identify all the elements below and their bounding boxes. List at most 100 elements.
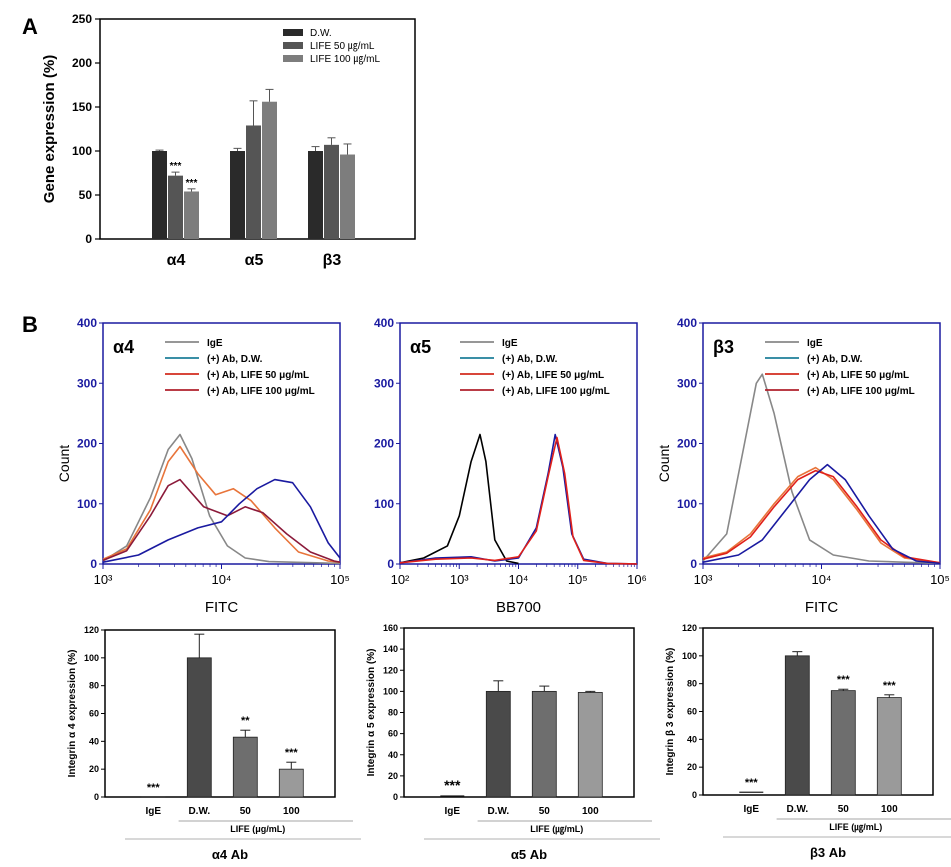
int_a5-y-tick-label: 120 <box>383 665 398 675</box>
flow_a5-x-axis-label: BB700 <box>496 599 541 616</box>
flow_a5-x-tick-label: 10⁶ <box>627 572 647 587</box>
flow_a5-legend-label: (+) Ab, LIFE 50 μg/mL <box>502 370 604 381</box>
int_b3-bar <box>876 697 902 796</box>
int_b3-y-tick-label: 20 <box>687 762 697 772</box>
int_b3-bar <box>830 690 856 796</box>
gene-y-tick-label: 250 <box>72 12 92 26</box>
gene-bar <box>246 125 261 239</box>
int_b3-category-label: D.W. <box>786 804 808 815</box>
int_a5-group-label: LIFE (㎍/mL) <box>530 824 583 835</box>
flow_a5-legend-label: IgE <box>502 338 518 349</box>
gene-bar <box>230 151 245 239</box>
int_a4-bar <box>186 657 212 798</box>
int_a5-y-tick-label: 80 <box>388 708 398 718</box>
flow_a4-x-tick-label: 10⁴ <box>211 572 231 587</box>
int_b3-y-tick-label: 40 <box>687 734 697 744</box>
flow_a5-x-tick-label: 10² <box>391 572 410 587</box>
int_a4-ab-label: α4 Ab <box>212 847 248 862</box>
flow_a4-y-tick-label: 400 <box>77 316 97 330</box>
flow_b3-legend-label: IgE <box>807 338 823 349</box>
int_a4-y-axis-label: Integrin α 4 expression (%) <box>67 650 78 778</box>
gene-y-axis-label: Gene expression (%) <box>41 55 58 203</box>
flow_b3-y-tick-label: 100 <box>677 497 697 511</box>
int_a4-significance: *** <box>147 782 161 794</box>
gene-legend-label: LIFE 50 ㎍/mL <box>310 41 375 52</box>
flow_b3-chart: 0 100 200 300 400 10³ 10⁴ 10⁵ FITC Count β3 IgE (+) … <box>656 316 950 616</box>
gene-bar <box>324 144 339 239</box>
gene-y-tick-label: 0 <box>85 232 92 246</box>
flow_a4-x-axis-label: FITC <box>205 599 238 616</box>
int_a4-y-tick-label: 20 <box>89 764 99 774</box>
flow_b3-legend-label: (+) Ab, LIFE 50 μg/mL <box>807 370 909 381</box>
flow_a4-chart: 0 100 200 300 400 10³ 10⁴ 10⁵ FITC Count α4 IgE (+) … <box>56 316 350 616</box>
gene-bar <box>340 154 355 239</box>
int_a4-significance: ** <box>241 715 250 727</box>
int_b3-y-tick-label: 80 <box>687 679 697 689</box>
int_a5-bar <box>485 690 511 798</box>
int_a4-y-tick-label: 60 <box>89 709 99 719</box>
int_a5-y-tick-label: 140 <box>383 644 398 654</box>
gene-bar <box>152 151 167 239</box>
flow_a5-y-tick-label: 400 <box>374 316 394 330</box>
flow_a4-y-axis-label: Count <box>56 445 72 482</box>
gene-category-label: β3 <box>323 252 342 269</box>
flow_b3-y-tick-label: 0 <box>690 557 697 571</box>
gene-y-tick-label: 150 <box>72 100 92 114</box>
flow_a5-x-tick-label: 10³ <box>450 572 469 587</box>
flow_b3-legend-label: (+) Ab, D.W. <box>807 354 863 365</box>
int_a4-chart: 0 20 40 60 80 100 120 Integrin α 4 expression (… <box>67 625 361 862</box>
flow_a5-histogram-line <box>399 436 638 565</box>
gene-bar <box>184 191 199 239</box>
int_a5-bar <box>531 690 557 798</box>
flow_a4-histogram-line <box>102 433 341 565</box>
gene-legend-label: D.W. <box>310 28 332 39</box>
int_a4-y-tick-label: 80 <box>89 681 99 691</box>
int_b3-y-tick-label: 120 <box>682 623 697 633</box>
flow_a4-panel-label: α4 <box>113 337 134 357</box>
gene-bar <box>308 151 323 239</box>
int_b3-significance: *** <box>745 777 759 789</box>
flow_b3-x-axis-label: FITC <box>805 599 838 616</box>
flow_b3-histogram-line <box>702 373 941 565</box>
flow_a5-chart: 0 100 200 300 400 10² 10³ 10⁴ 10⁵ 10⁶ BB700 α5 IgE (+… <box>374 316 647 616</box>
int_a4-category-label: D.W. <box>188 806 210 817</box>
gene-legend-swatch <box>283 55 303 62</box>
int_a5-y-axis-label: Integrin α 5 expression (%) <box>366 649 377 777</box>
int_a5-y-tick-label: 160 <box>383 623 398 633</box>
int_a4-y-tick-label: 100 <box>84 653 99 663</box>
int_b3-category-label: 100 <box>881 804 898 815</box>
int_a4-bar <box>232 736 258 798</box>
flow_a5-histogram-line <box>399 433 519 565</box>
flow_b3-x-tick-label: 10³ <box>694 572 713 587</box>
flow_b3-y-axis-label: Count <box>656 445 672 482</box>
flow_b3-histogram-line <box>702 469 941 564</box>
flow_a4-legend-label: (+) Ab, LIFE 100 μg/mL <box>207 386 315 397</box>
flow_a4-y-tick-label: 0 <box>90 557 97 571</box>
int_a4-significance: *** <box>285 747 299 759</box>
flow_a5-legend-label: (+) Ab, LIFE 100 μg/mL <box>502 386 610 397</box>
int_a5-category-label: D.W. <box>487 806 509 817</box>
gene-y-tick-label: 200 <box>72 56 92 70</box>
int_a5-y-tick-label: 40 <box>388 750 398 760</box>
int_b3-ab-label: β3 Ab <box>810 845 846 860</box>
flow_a4-x-tick-label: 10³ <box>94 572 113 587</box>
panel-label-b: B <box>22 312 38 337</box>
gene-chart: 0 50 100 150 200 250 Gene expression (%) α4 *** *… <box>41 12 416 269</box>
flow_b3-histogram-line <box>702 463 941 565</box>
flow_a5-legend-label: (+) Ab, D.W. <box>502 354 558 365</box>
int_a5-significance: *** <box>444 777 461 793</box>
gene-category-label: α5 <box>245 252 264 269</box>
int_a4-category-label: IgE <box>146 806 162 817</box>
flow_b3-y-tick-label: 200 <box>677 437 697 451</box>
int_a4-y-tick-label: 40 <box>89 736 99 746</box>
flow_a5-histogram-line <box>399 433 638 565</box>
flow_a5-x-tick-label: 10⁵ <box>568 572 588 587</box>
flow_b3-y-tick-label: 300 <box>677 376 697 390</box>
int_a4-group-label: LIFE (μg/mL) <box>230 824 285 834</box>
gene-significance: *** <box>170 161 182 172</box>
int_a4-y-tick-label: 0 <box>94 792 99 802</box>
int_a5-y-tick-label: 20 <box>388 771 398 781</box>
flow_a5-panel-label: α5 <box>410 337 431 357</box>
int_b3-chart: 0 20 40 60 80 100 120 Integrin β 3 expression (… <box>665 623 951 860</box>
int_a5-category-label: 100 <box>582 806 599 817</box>
